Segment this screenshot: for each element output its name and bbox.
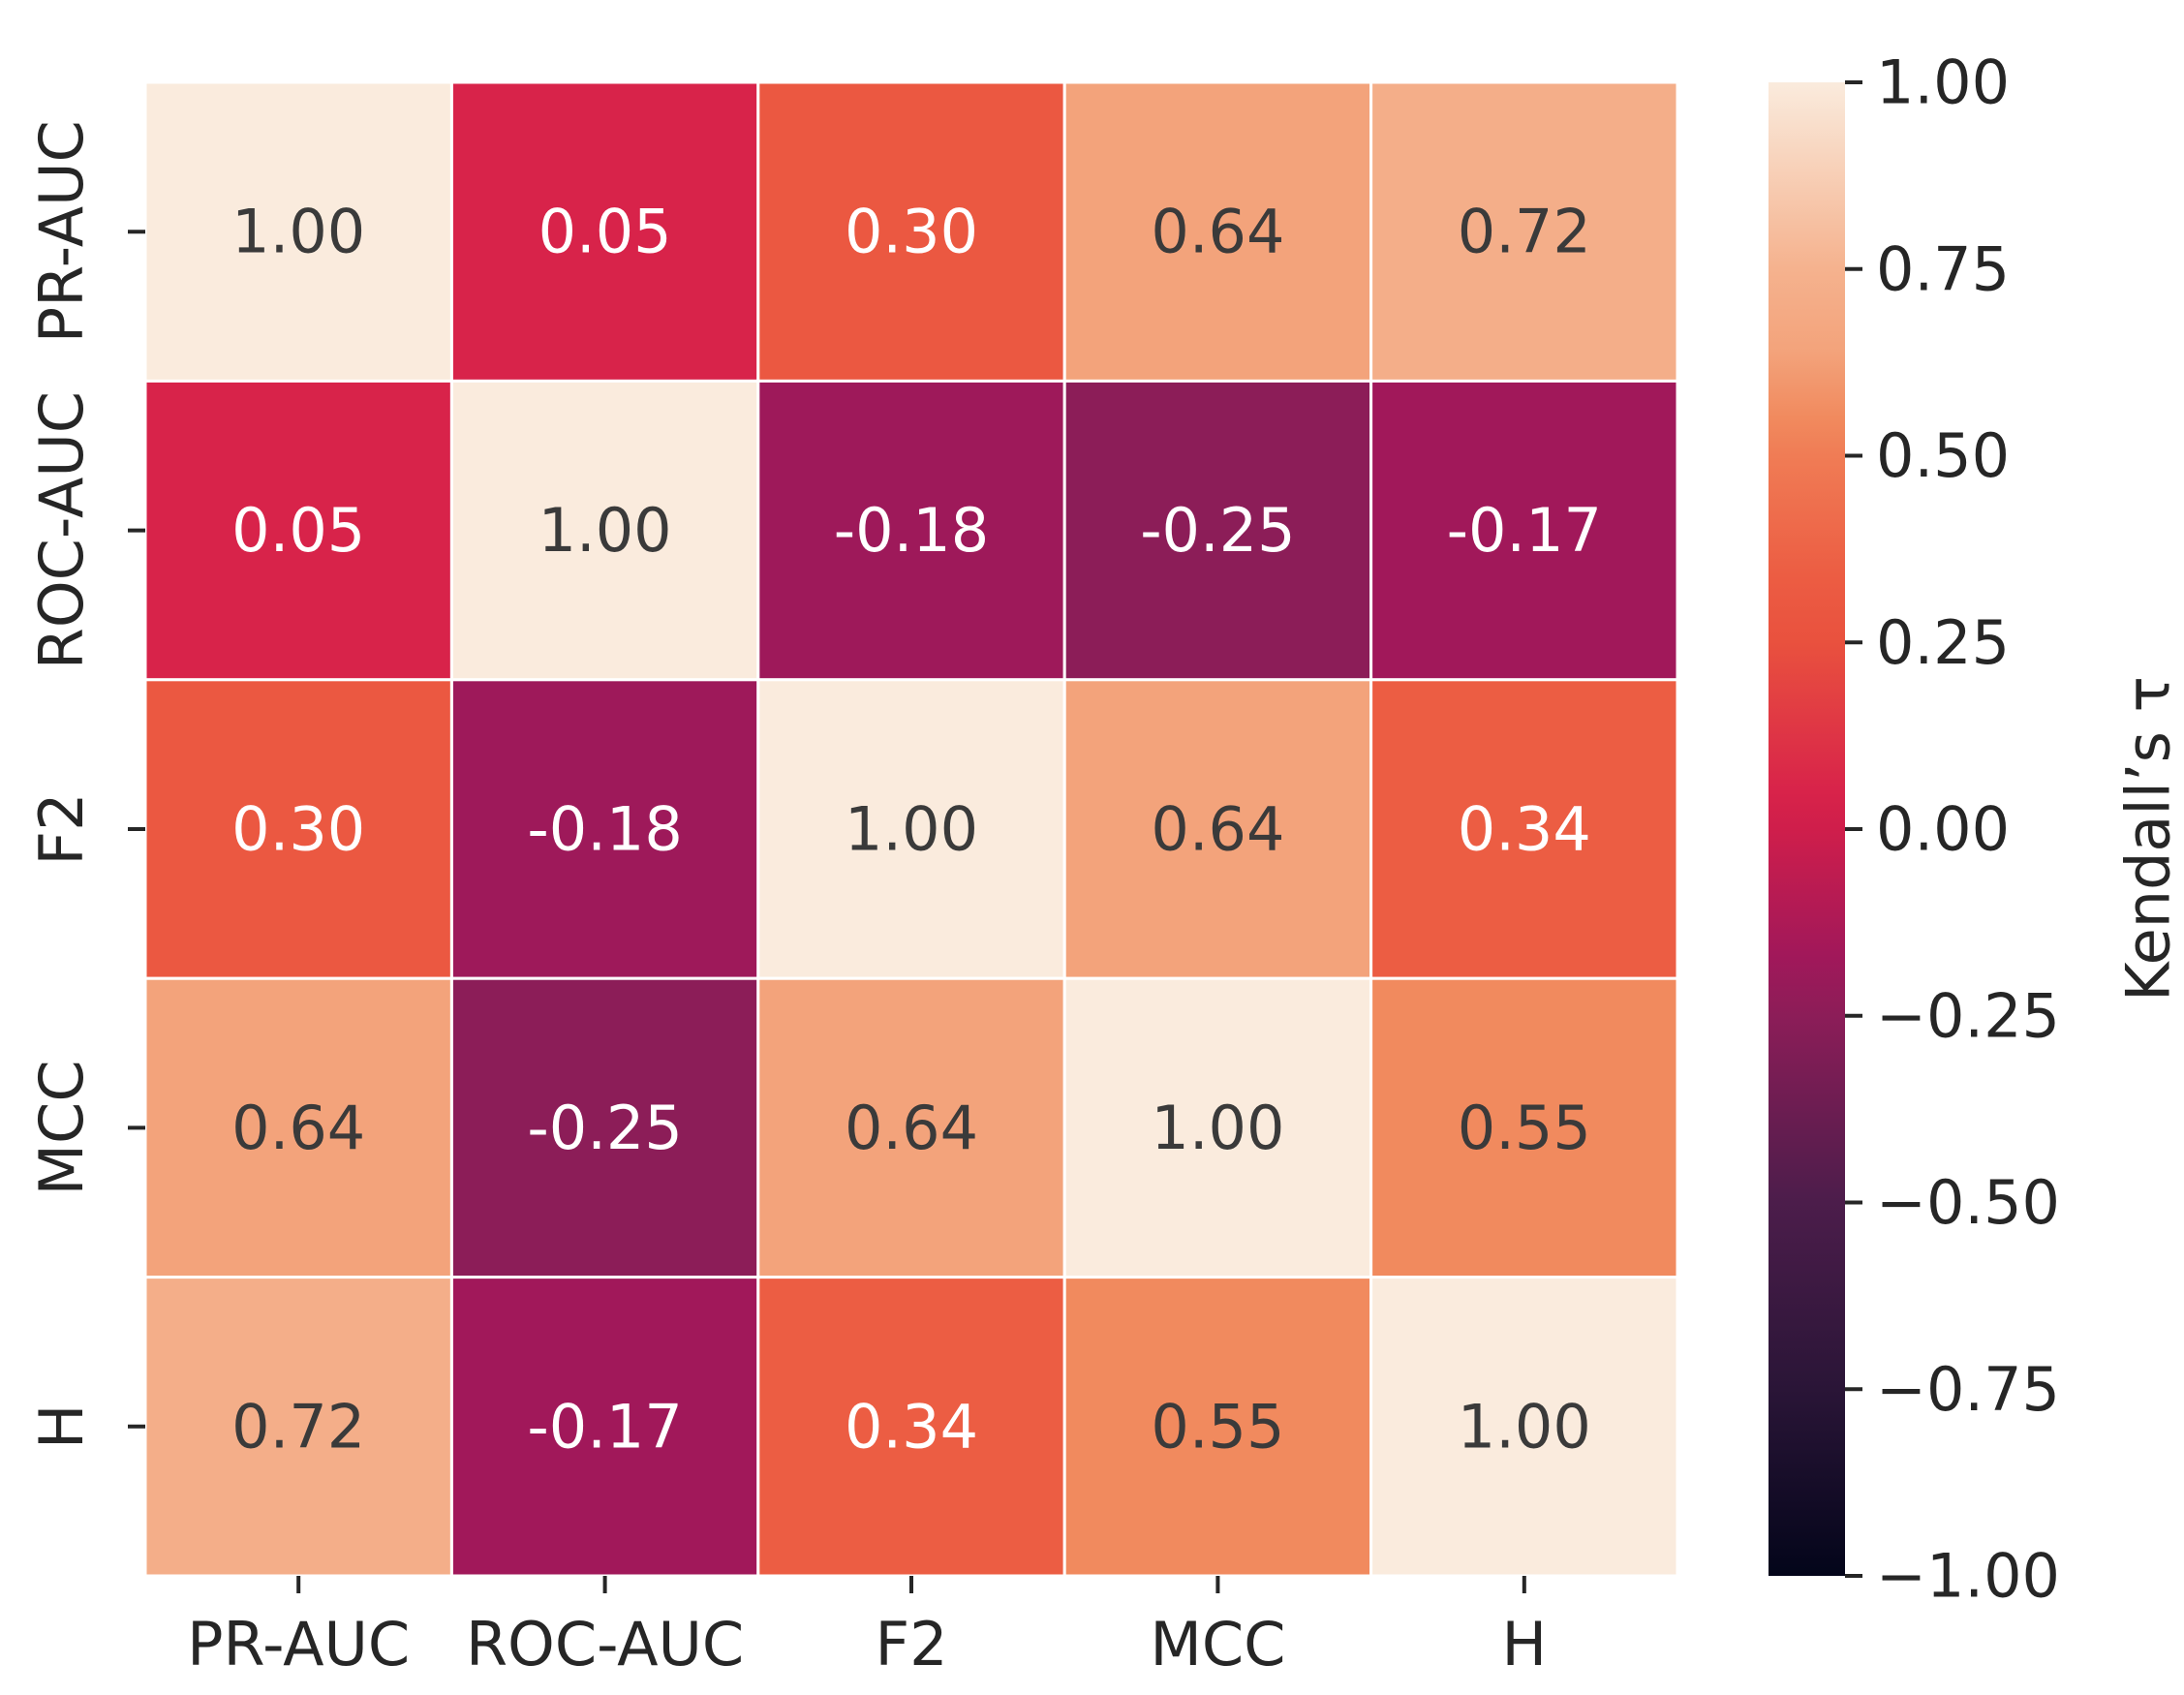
colorbar bbox=[1769, 82, 1845, 1576]
cell-value-label: 0.64 bbox=[845, 1093, 978, 1163]
cell-value-label: 0.64 bbox=[1151, 197, 1284, 267]
heatmap-cell bbox=[449, 678, 760, 980]
heatmap-cell bbox=[449, 976, 760, 1279]
x-tick-label: PR-AUC bbox=[187, 1609, 410, 1680]
y-axis: PR-AUC ROC-AUC F2 MCC H bbox=[26, 120, 145, 1449]
cell-value-label: 0.30 bbox=[231, 794, 365, 865]
heatmap-cell bbox=[1062, 678, 1373, 980]
heatmap-cell bbox=[756, 379, 1066, 682]
cell-value-label: 0.72 bbox=[1458, 197, 1591, 267]
heatmap-cell bbox=[756, 1276, 1066, 1578]
x-tick-label: H bbox=[1501, 1609, 1547, 1680]
colorbar-tick-label: −0.50 bbox=[1876, 1167, 2060, 1238]
colorbar-tick-label: 1.00 bbox=[1876, 47, 2010, 118]
y-tick-label: H bbox=[26, 1403, 97, 1449]
cell-value-label: 1.00 bbox=[1151, 1093, 1284, 1163]
cell-value-label: 1.00 bbox=[538, 495, 672, 566]
cell-value-label: 0.72 bbox=[231, 1391, 365, 1462]
cell-value-label: 1.00 bbox=[845, 794, 978, 865]
y-tick-label: F2 bbox=[26, 792, 97, 865]
x-axis: PR-AUC ROC-AUC F2 MCC H bbox=[187, 1576, 1547, 1680]
colorbar-tick-label: 0.50 bbox=[1876, 420, 2010, 491]
cell-value-label: 0.34 bbox=[845, 1391, 978, 1462]
colorbar-label: Kendall’s τ bbox=[2113, 676, 2184, 1002]
cell-value-label: 0.05 bbox=[538, 197, 672, 267]
x-tick-label: MCC bbox=[1150, 1609, 1285, 1680]
heatmap-cell bbox=[143, 1276, 453, 1578]
y-tick-label: ROC-AUC bbox=[26, 391, 97, 669]
colorbar-tick-label: 0.00 bbox=[1876, 794, 2010, 865]
cell-value-label: 0.05 bbox=[231, 495, 365, 566]
heatmap-cell bbox=[1062, 80, 1373, 383]
y-tick-label: MCC bbox=[26, 1060, 97, 1195]
x-tick-label: F2 bbox=[875, 1609, 947, 1680]
cell-value-label: -0.25 bbox=[1140, 495, 1295, 566]
cell-value-label: 0.55 bbox=[1151, 1391, 1284, 1462]
heatmap-cell bbox=[143, 80, 453, 383]
cell-value-label: 0.55 bbox=[1458, 1093, 1591, 1163]
heatmap-cell-labels: 1.00 0.05 0.30 0.64 0.72 0.05 1.00 -0.18 -0.25 -0… bbox=[231, 197, 1602, 1463]
colorbar-tick-label: 0.25 bbox=[1876, 607, 2010, 678]
colorbar-tick-label: −0.25 bbox=[1876, 980, 2060, 1051]
cell-value-label: -0.18 bbox=[527, 794, 682, 865]
y-tick-label: PR-AUC bbox=[26, 120, 97, 343]
heatmap-cells bbox=[143, 80, 1679, 1578]
heatmap-cell bbox=[1062, 976, 1373, 1279]
heatmap-cell bbox=[1369, 976, 1679, 1279]
heatmap-cell bbox=[1369, 678, 1679, 980]
colorbar-tick-label: −0.75 bbox=[1876, 1354, 2060, 1425]
heatmap-cell bbox=[756, 976, 1066, 1279]
heatmap-cell bbox=[1369, 1276, 1679, 1578]
cell-value-label: -0.18 bbox=[834, 495, 989, 566]
cell-value-label: 0.30 bbox=[845, 197, 978, 267]
heatmap-cell bbox=[449, 80, 760, 383]
cell-value-label: -0.17 bbox=[527, 1391, 682, 1462]
colorbar-gradient bbox=[1769, 82, 1845, 1576]
cell-value-label: 1.00 bbox=[1458, 1391, 1591, 1462]
heatmap-cell bbox=[449, 1276, 760, 1578]
heatmap-cell bbox=[1369, 80, 1679, 383]
heatmap-cell bbox=[756, 80, 1066, 383]
colorbar-tick-label: −1.00 bbox=[1876, 1541, 2060, 1612]
cell-value-label: 0.64 bbox=[231, 1093, 365, 1163]
cell-value-label: -0.25 bbox=[527, 1093, 682, 1163]
x-tick-label: ROC-AUC bbox=[466, 1609, 744, 1680]
colorbar-tick-label: 0.75 bbox=[1876, 233, 2010, 304]
cell-value-label: -0.17 bbox=[1447, 495, 1602, 566]
colorbar-axis: 1.00 0.75 0.50 0.25 0.00 −0.25 −0.50 −0.75 −1.00 bbox=[1845, 47, 2060, 1612]
heatmap-cell bbox=[143, 379, 453, 682]
heatmap-cell bbox=[756, 678, 1066, 980]
cell-value-label: 0.64 bbox=[1151, 794, 1284, 865]
heatmap-cell bbox=[1369, 379, 1679, 682]
cell-value-label: 0.34 bbox=[1458, 794, 1591, 865]
cell-value-label: 1.00 bbox=[231, 197, 365, 267]
